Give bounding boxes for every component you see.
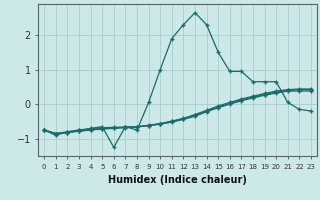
X-axis label: Humidex (Indice chaleur): Humidex (Indice chaleur) bbox=[108, 175, 247, 185]
